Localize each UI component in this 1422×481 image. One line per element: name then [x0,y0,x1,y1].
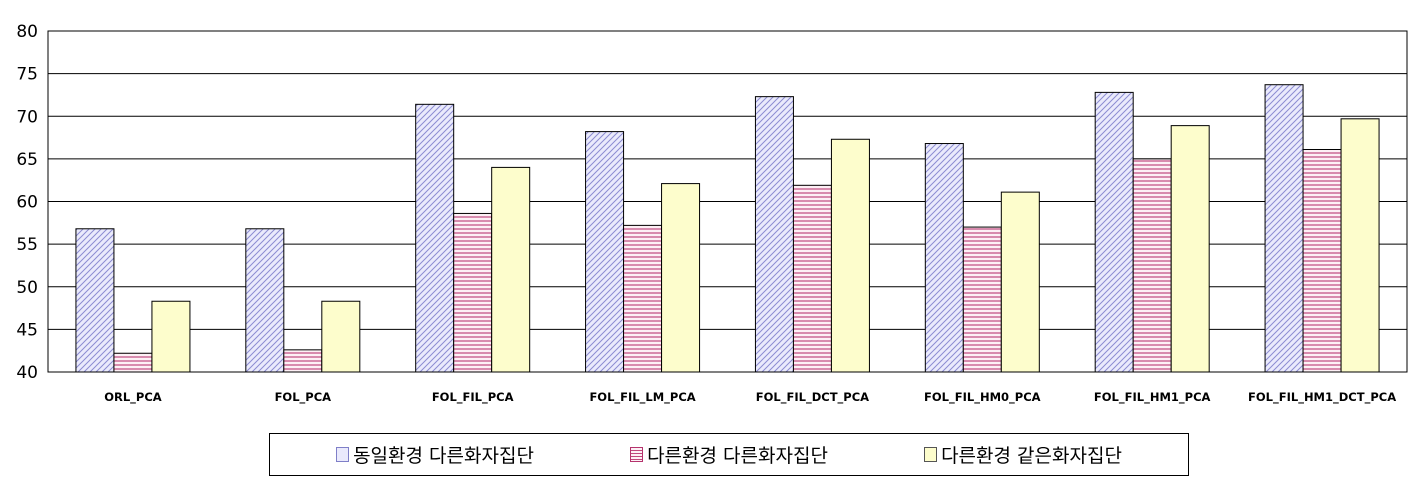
bar-series-2-fol_fil_dct_pca [792,184,832,373]
y-tick-label: 55 [16,235,38,255]
y-tick-label: 45 [16,320,38,340]
bar-series-1-fol_fil_lm_pca [585,131,625,373]
y-tick-label: 65 [16,150,38,170]
bar-series-3-fol_fil_hm0_pca [1000,191,1040,373]
bar-series-3-fol_fil_dct_pca [830,138,870,373]
x-tick-label: FOL_FIL_HM1_PCA [1094,390,1211,405]
bars [75,84,1380,373]
bar-series-1-fol_fil_hm1_pca [1094,91,1134,373]
x-tick-label: FOL_FIL_HM1_DCT_PCA [1248,390,1396,405]
x-tick-label: FOL_PCA [275,390,332,405]
bar-series-1-orl_pca [75,228,115,373]
y-tick-label: 70 [16,107,38,127]
x-tick-label: FOL_FIL_PCA [432,390,514,405]
bar-series-3-orl_pca [151,300,191,373]
bar-series-2-fol_fil_lm_pca [623,224,663,373]
x-tick-label: FOL_FIL_HM0_PCA [924,390,1041,405]
x-tick-label: ORL_PCA [104,390,162,405]
bar-series-1-fol_fil_hm0_pca [924,143,964,373]
legend-swatch-series-3 [924,447,938,462]
bar-series-3-fol_fil_pca [491,166,531,373]
bar-series-1-fol_fil_dct_pca [754,96,794,373]
bar-series-1-fol_pca [245,228,285,373]
y-tick-label: 40 [16,363,38,383]
bar-chart: 40 45 50 55 60 65 70 75 80 ORL_PCA FOL_PCA FOL_FIL_… [16,22,1408,405]
bar-series-3-fol_pca [321,300,361,373]
y-tick-label: 50 [16,278,38,298]
legend-item-series-3: 다른환경 같은화자집단 [924,441,1122,468]
y-tick-label: 80 [16,22,38,42]
legend-swatch-series-2 [630,447,644,462]
bar-series-1-fol_fil_hm1_dct_pca [1264,84,1304,373]
bar-series-2-fol_fil_pca [453,212,493,373]
bar-series-2-fol_fil_hm1_dct_pca [1302,148,1342,373]
legend-label-series-2: 다른환경 다른화자집단 [647,445,828,467]
bar-series-3-fol_fil_hm1_pca [1170,125,1210,373]
legend-label-series-3: 다른환경 같은화자집단 [941,445,1122,467]
y-tick-label: 75 [16,65,38,85]
axes: 40 45 50 55 60 65 70 75 80 ORL_PCA FOL_PCA FOL_FIL_… [16,22,1408,405]
bar-series-1-fol_fil_pca [415,103,455,373]
plot-frame [47,30,1408,373]
legend-label-series-1: 동일환경 다른화자집단 [353,445,534,467]
bar-series-3-fol_fil_lm_pca [661,183,701,373]
bar-series-2-fol_pca [283,349,323,373]
legend-item-series-2: 다른환경 다른화자집단 [630,441,828,468]
bar-series-2-fol_fil_hm1_pca [1132,158,1172,373]
bar-series-3-fol_fil_hm1_dct_pca [1340,118,1380,373]
y-tick-label: 60 [16,193,38,213]
legend-item-series-1: 동일환경 다른화자집단 [336,441,534,468]
x-tick-label: FOL_FIL_DCT_PCA [756,390,869,405]
bar-series-2-orl_pca [113,352,153,373]
bar-series-2-fol_fil_hm0_pca [962,226,1002,373]
legend-swatch-series-1 [336,447,350,462]
x-tick-label: FOL_FIL_LM_PCA [589,390,695,405]
legend: 동일환경 다른화자집단 다른환경 다른화자집단 다른환경 같은화자집단 [269,433,1189,476]
